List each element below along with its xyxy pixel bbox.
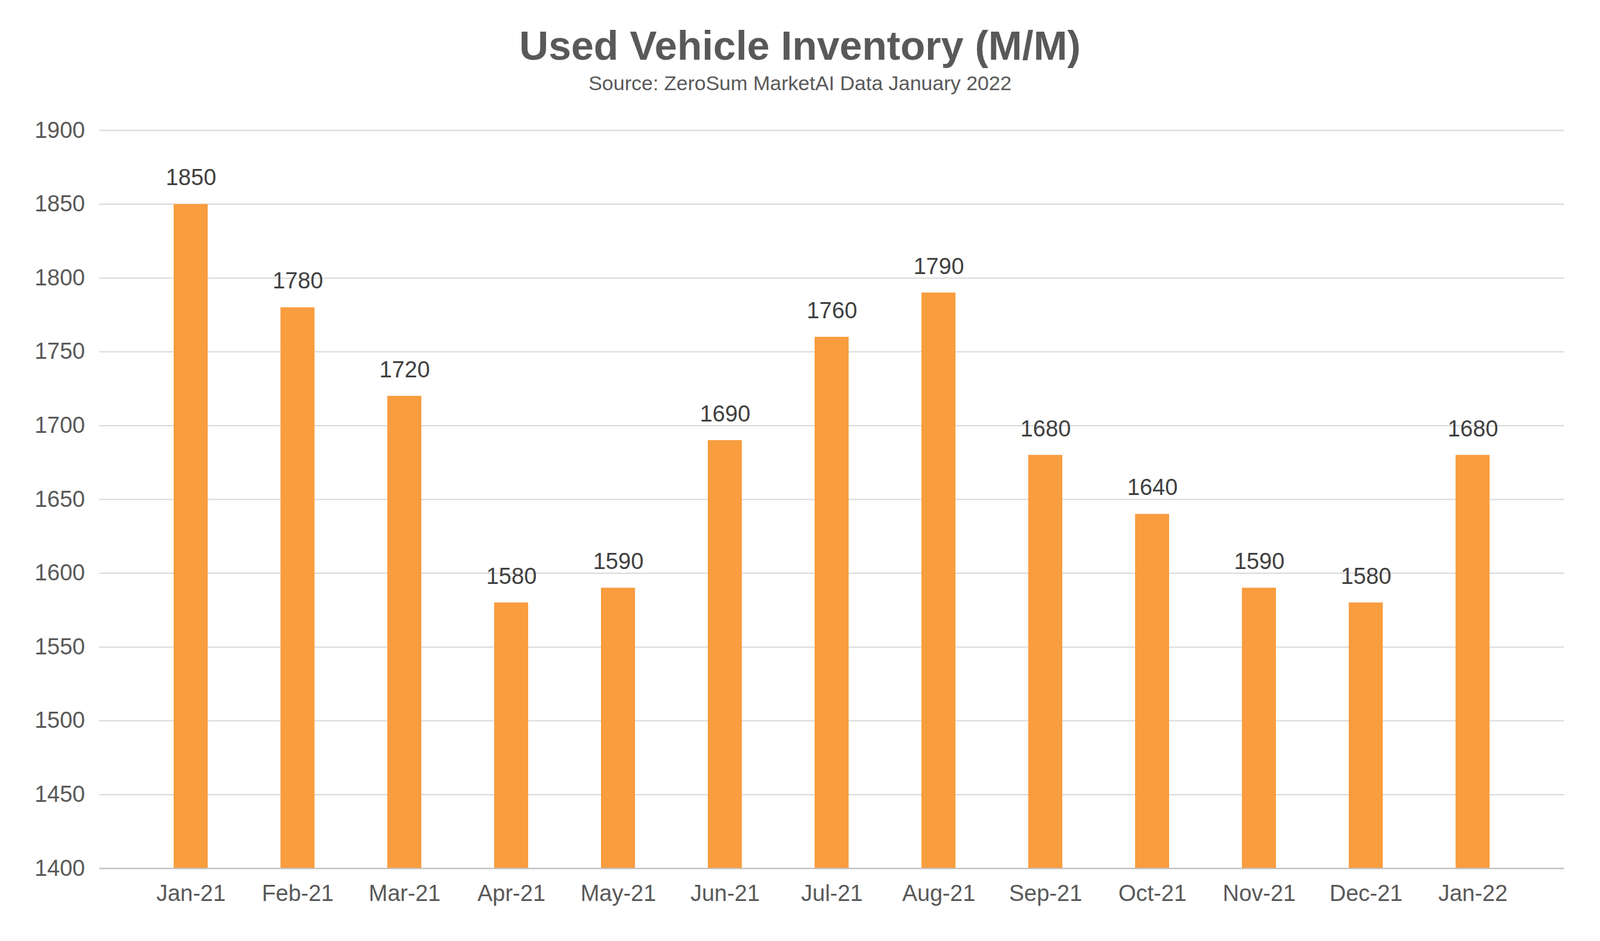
svg-text:1760: 1760 (806, 297, 858, 323)
svg-text:1550: 1550 (34, 633, 86, 659)
svg-text:1600: 1600 (34, 559, 86, 585)
svg-text:Jun-21: Jun-21 (690, 880, 760, 906)
html-text:Source: ZeroSum MarketAI Data: Source: ZeroSum MarketAI Data January 20… (588, 71, 1012, 95)
svg-text:1850: 1850 (165, 164, 217, 190)
svg-text:Sep-21: Sep-21 (1009, 880, 1083, 906)
svg-text:1800: 1800 (34, 264, 86, 291)
svg-text:1750: 1750 (34, 338, 86, 364)
svg-text:1590: 1590 (1234, 548, 1285, 574)
svg-text:1650: 1650 (34, 486, 86, 512)
svg-text:1680: 1680 (1447, 415, 1499, 442)
svg-text:Dec-21: Dec-21 (1329, 880, 1404, 906)
svg-text:Jan-21: Jan-21 (156, 880, 226, 906)
svg-text:Feb-21: Feb-21 (261, 880, 334, 906)
svg-text:1690: 1690 (700, 401, 751, 427)
svg-text:1780: 1780 (272, 267, 324, 294)
svg-text:1790: 1790 (913, 253, 965, 279)
svg-text:1680: 1680 (1020, 415, 1072, 442)
svg-text:1500: 1500 (34, 707, 86, 733)
svg-text:Nov-21: Nov-21 (1222, 880, 1297, 906)
svg-text:1590: 1590 (593, 548, 644, 574)
svg-text:Jul-21: Jul-21 (800, 880, 863, 906)
svg-text:1720: 1720 (379, 356, 431, 382)
svg-text:1900: 1900 (34, 117, 86, 143)
svg-text:1850: 1850 (34, 190, 86, 217)
svg-text:Jan-22: Jan-22 (1438, 880, 1508, 906)
svg-text:1700: 1700 (34, 412, 86, 438)
svg-text:May-21: May-21 (580, 880, 657, 906)
svg-text:1580: 1580 (1340, 563, 1392, 589)
svg-text:1580: 1580 (486, 563, 538, 589)
html-text:Used Vehicle Inventory (M/M): Used Vehicle Inventory (M/M) (519, 22, 1081, 69)
svg-text:1640: 1640 (1127, 474, 1179, 500)
svg-text:Apr-21: Apr-21 (477, 880, 546, 906)
svg-text:Oct-21: Oct-21 (1118, 880, 1187, 906)
svg-text:1450: 1450 (34, 781, 86, 807)
svg-text:Mar-21: Mar-21 (368, 880, 441, 906)
svg-text:Aug-21: Aug-21 (902, 880, 976, 906)
svg-text:1400: 1400 (34, 855, 86, 881)
